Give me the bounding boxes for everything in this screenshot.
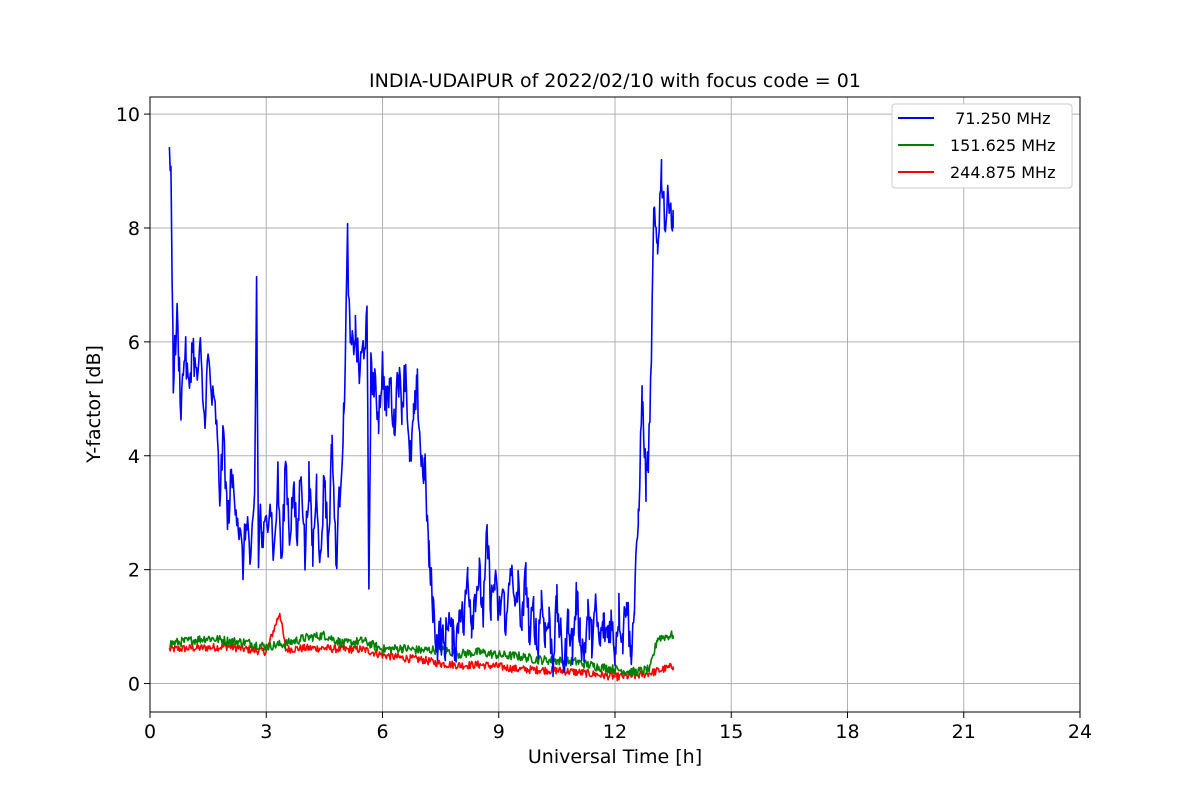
- legend-box: [891, 103, 1073, 189]
- x-tick-label: 3: [260, 721, 272, 743]
- y-tick-label: 4: [128, 446, 140, 468]
- y-tick-label: 2: [128, 560, 140, 582]
- y-axis-label: Y-factor [dB]: [83, 345, 105, 464]
- x-tick-label: 15: [719, 721, 743, 743]
- series-244mhz-line: [168, 612, 674, 682]
- series-71mhz-line: [168, 147, 674, 678]
- y-tick-label: 10: [116, 104, 140, 126]
- x-tick-label: 18: [835, 721, 859, 743]
- legend-label-244mhz: 244.875 MHz: [950, 163, 1055, 182]
- legend-label-71mhz: 71.250 MHz: [945, 109, 1050, 128]
- grid: [149, 97, 1081, 712]
- series-group: [168, 147, 674, 682]
- x-tick-label: 21: [952, 721, 976, 743]
- legend-label-151mhz: 151.625 MHz: [950, 136, 1055, 155]
- legend: 71.250 MHz 151.625 MHz 244.875 MHz: [891, 103, 1073, 189]
- x-tick-label: 9: [493, 721, 505, 743]
- y-tick-label: 8: [128, 218, 140, 240]
- x-tick-label: 24: [1068, 721, 1092, 743]
- series-151mhz-line: [168, 630, 674, 677]
- y-tick-label: 0: [128, 674, 140, 696]
- x-tick-label: 12: [603, 721, 627, 743]
- chart-title: INDIA-UDAIPUR of 2022/02/10 with focus c…: [369, 70, 861, 92]
- x-axis-label: Universal Time [h]: [528, 746, 702, 768]
- x-tick-label: 6: [376, 721, 388, 743]
- x-tick-label: 0: [144, 721, 156, 743]
- y-tick-label: 6: [128, 332, 140, 354]
